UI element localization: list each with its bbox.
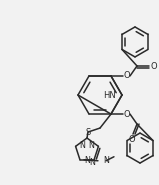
Text: O: O <box>124 71 130 80</box>
Text: N: N <box>89 141 94 150</box>
Text: O: O <box>129 134 135 144</box>
Text: HN: HN <box>103 90 116 100</box>
Text: N: N <box>84 156 90 165</box>
Text: N: N <box>103 156 109 165</box>
Text: N: N <box>89 158 95 167</box>
Text: O: O <box>124 110 130 119</box>
Text: O: O <box>151 63 157 71</box>
Text: S: S <box>85 127 91 137</box>
Text: N: N <box>80 141 85 150</box>
